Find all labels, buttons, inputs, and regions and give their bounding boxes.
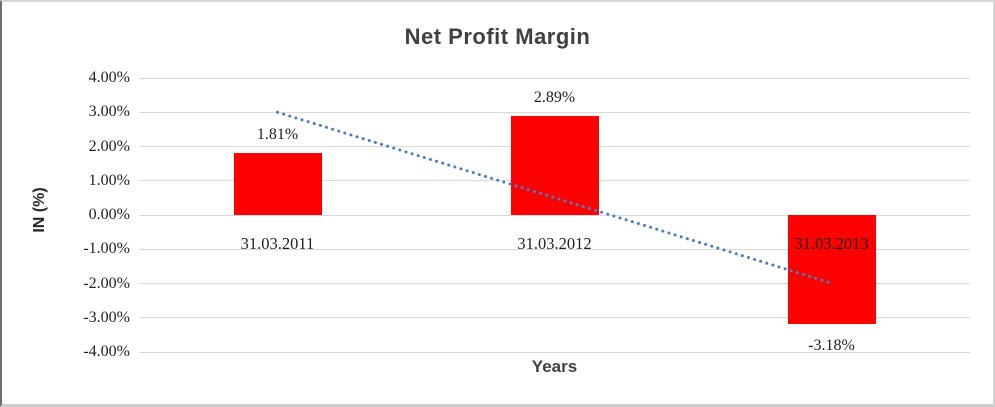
chart-title: Net Profit Margin bbox=[404, 24, 591, 49]
data-label: -3.18% bbox=[808, 336, 855, 354]
y-tick-label: 0.00% bbox=[88, 206, 130, 223]
data-label: 1.81% bbox=[256, 126, 299, 143]
gridline bbox=[139, 248, 970, 250]
trendline-dotted bbox=[276, 110, 833, 285]
category-label: 31.03.2013 bbox=[794, 234, 869, 253]
y-tick-label: -2.00% bbox=[83, 274, 130, 292]
data-label: 2.89% bbox=[533, 89, 576, 107]
y-tick-label: 3.00% bbox=[88, 103, 130, 121]
gridline bbox=[139, 111, 970, 113]
gridline bbox=[139, 351, 970, 353]
plot-area: 1.81% 31.03.2011 2.89% 31.03.2012 -3.18% 31.0… bbox=[139, 77, 970, 354]
category-label: 31.03.2011 bbox=[240, 234, 315, 253]
y-tick-label: -1.00% bbox=[83, 240, 130, 258]
x-axis-title: Years bbox=[531, 357, 578, 376]
gridline bbox=[139, 317, 970, 319]
y-tick-label: 1.00% bbox=[88, 171, 130, 189]
y-tick-label: -4.00% bbox=[83, 343, 130, 360]
y-tick-label: -3.00% bbox=[83, 308, 130, 326]
bar-31.03.2013 bbox=[787, 215, 876, 324]
gridline bbox=[139, 214, 970, 216]
y-tick-label: 4.00% bbox=[88, 69, 130, 86]
category-label: 31.03.2012 bbox=[517, 234, 592, 253]
bar-31.03.2011 bbox=[233, 153, 322, 215]
bar-31.03.2012 bbox=[510, 116, 599, 215]
gridline bbox=[139, 77, 970, 79]
y-tick-label: 2.00% bbox=[88, 137, 130, 155]
gridline bbox=[139, 283, 970, 284]
